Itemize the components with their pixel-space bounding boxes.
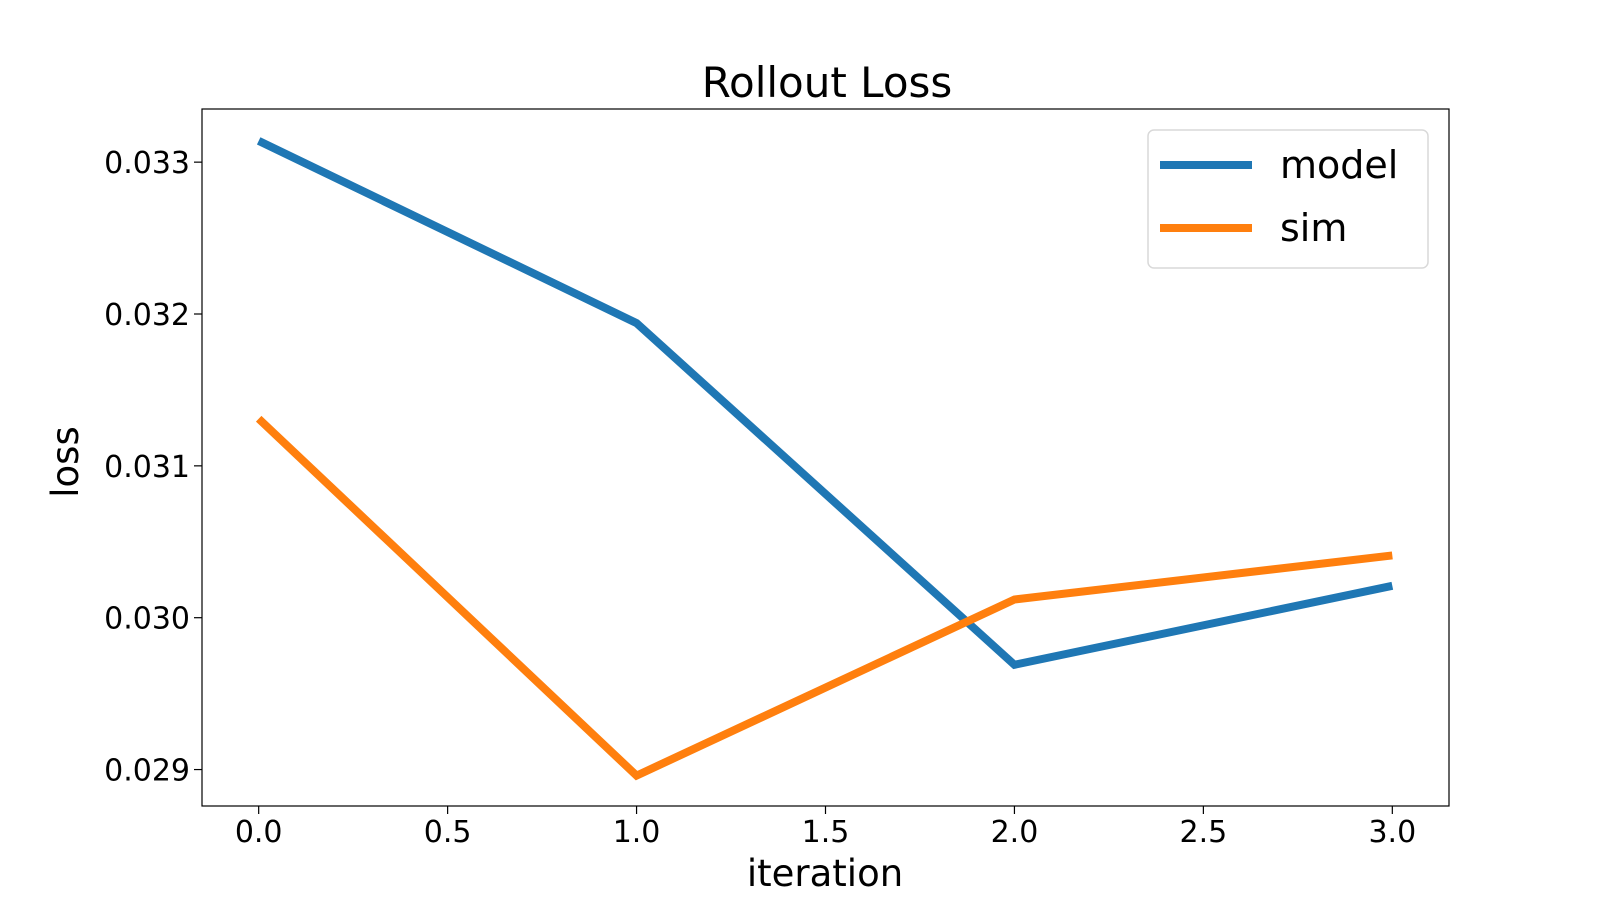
series-line-sim [255, 415, 1393, 781]
x-axis-label: iteration [747, 852, 903, 895]
chart-title: Rollout Loss [702, 58, 953, 107]
y-tick-label: 0.031 [104, 450, 190, 485]
y-tick-label: 0.029 [104, 754, 190, 789]
x-tick-label: 3.0 [1368, 815, 1416, 850]
x-tick-label: 1.0 [613, 815, 661, 850]
x-tick-label: 1.5 [802, 815, 850, 850]
x-tick-label: 2.5 [1180, 815, 1228, 850]
y-axis-label: loss [44, 426, 87, 497]
y-tick-label: 0.033 [104, 146, 190, 181]
series-lines [255, 137, 1394, 781]
x-tick-label: 0.5 [424, 815, 472, 850]
series-line-model [256, 137, 1394, 670]
x-tick-label: 0.0 [235, 815, 283, 850]
y-tick-label: 0.032 [104, 298, 190, 333]
legend-label-model: model [1280, 143, 1398, 187]
legend-label-sim: sim [1280, 206, 1347, 250]
x-axis-ticks: 0.0 0.5 1.0 1.5 2.0 2.5 3.0 [235, 806, 1416, 850]
y-axis-ticks: 0.029 0.030 0.031 0.032 0.033 [104, 146, 202, 789]
x-tick-label: 2.0 [991, 815, 1039, 850]
y-tick-label: 0.030 [104, 602, 190, 637]
legend: model sim [1147, 129, 1429, 269]
